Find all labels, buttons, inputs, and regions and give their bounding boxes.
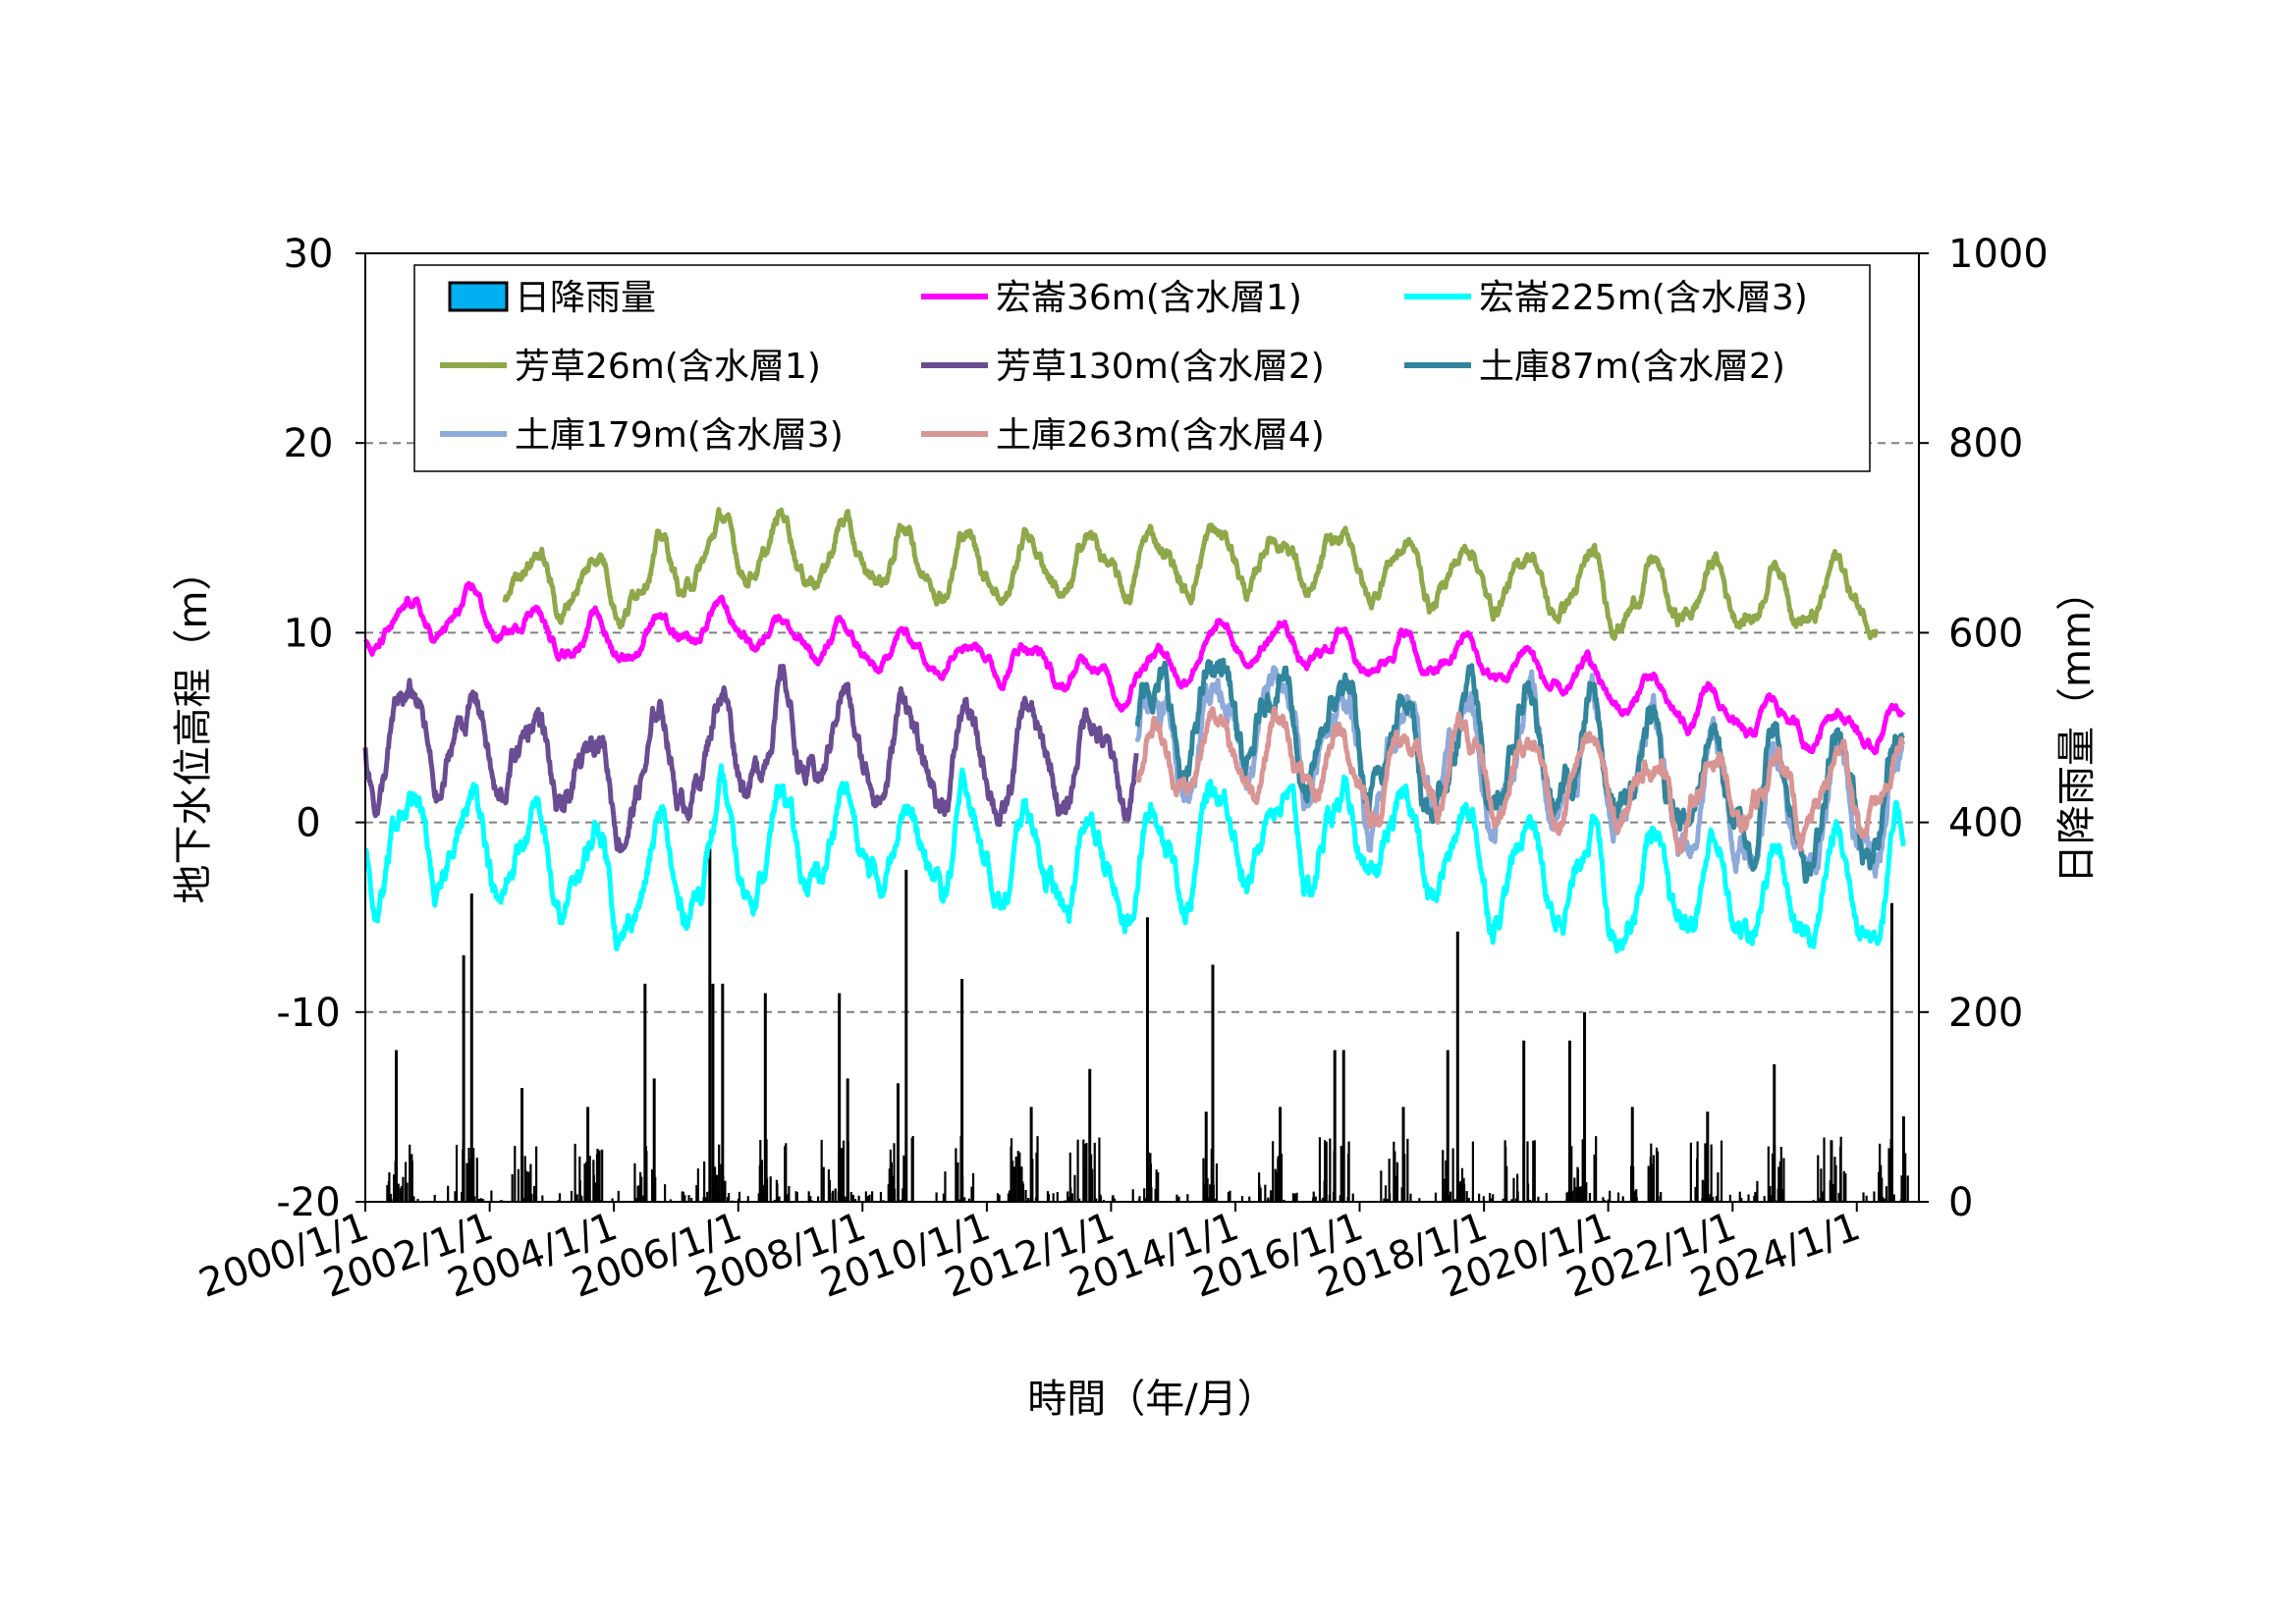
legend-label: 土庫179m(含水層3) <box>515 415 844 456</box>
left-axis-title: 地下水位高程（m） <box>171 552 216 904</box>
right-tick-label: 400 <box>1948 801 2023 846</box>
legend-swatch <box>448 281 509 312</box>
legend-label: 芳草130m(含水層2) <box>996 347 1325 387</box>
left-tick-label: 10 <box>284 611 334 656</box>
right-tick-label: 800 <box>1948 421 2023 466</box>
series-line <box>502 507 1880 641</box>
legend-label: 宏崙36m(含水層1) <box>996 278 1302 318</box>
series-line <box>1134 705 1906 856</box>
rainfall-bars <box>386 840 1909 1202</box>
left-tick-label: 20 <box>284 421 334 466</box>
left-tick-label: -10 <box>276 991 340 1036</box>
series-line <box>363 763 1906 954</box>
series-lines <box>362 507 1906 954</box>
left-tick-label: 0 <box>296 801 320 846</box>
series-line <box>362 664 1139 854</box>
right-tick-label: 0 <box>1948 1180 1973 1225</box>
right-tick-label: 200 <box>1948 991 2023 1036</box>
left-tick-label: -20 <box>276 1180 340 1225</box>
x-axis-ticks: 2000/1/12002/1/12004/1/12006/1/12008/1/1… <box>193 1202 1866 1307</box>
legend: 日降雨量 宏崙36m(含水層1) 宏崙225m(含水層3) 芳草26m(含水層1) 芳草… <box>413 264 1871 472</box>
x-axis-title: 時間（年/月） <box>1027 1377 1276 1422</box>
right-axis-title: 日降雨量（mm） <box>2054 571 2100 884</box>
legend-label: 芳草26m(含水層1) <box>515 347 821 387</box>
right-axis-ticks: 1000 800 600 400 200 0 <box>1919 232 2049 1225</box>
series-line <box>1134 657 1905 885</box>
left-tick-label: 30 <box>284 232 334 277</box>
legend-label: 日降雨量 <box>515 278 656 318</box>
right-tick-label: 1000 <box>1948 232 2049 277</box>
left-axis-ticks: 30 20 10 0 -10 -20 <box>276 232 365 1225</box>
legend-label: 宏崙225m(含水層3) <box>1479 278 1808 318</box>
legend-label: 土庫263m(含水層4) <box>996 415 1325 456</box>
plot-frame <box>364 252 1920 1203</box>
series-line <box>362 580 1906 756</box>
legend-box <box>413 264 1871 472</box>
right-tick-label: 600 <box>1948 611 2023 656</box>
legend-label: 土庫87m(含水層2) <box>1479 347 1785 387</box>
